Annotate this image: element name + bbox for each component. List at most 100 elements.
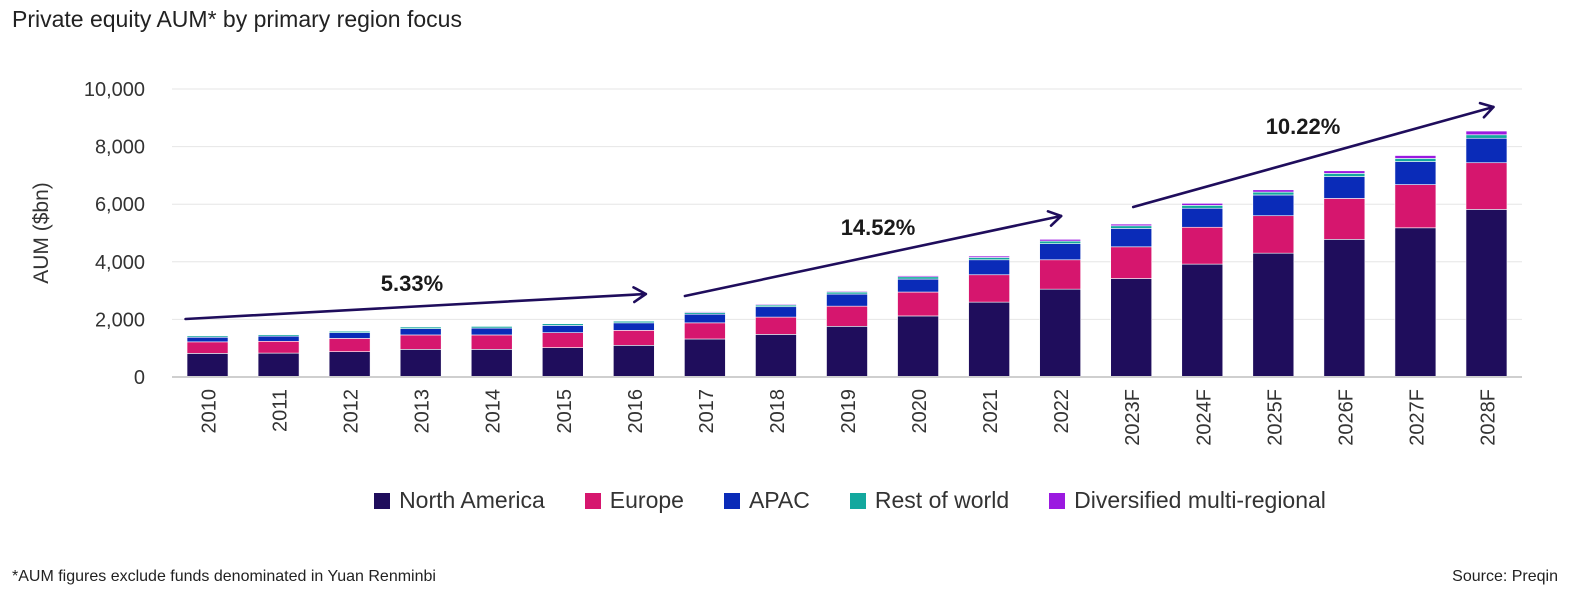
bar-segment bbox=[328, 330, 371, 332]
legend-swatch bbox=[584, 492, 601, 509]
x-tick-label: 2027F bbox=[1406, 389, 1428, 446]
legend-label: APAC bbox=[748, 487, 810, 513]
cagr-arrow-head bbox=[1046, 210, 1063, 227]
bar-segment bbox=[1039, 239, 1081, 242]
bar-segment bbox=[1394, 227, 1437, 378]
bar-segment bbox=[826, 326, 868, 378]
bar-segment bbox=[399, 334, 442, 350]
bar-segment bbox=[1039, 288, 1081, 378]
bar-segment bbox=[1252, 189, 1295, 193]
bar-segment bbox=[1323, 239, 1366, 378]
y-tick-label: 0 bbox=[134, 367, 145, 389]
bar-segment bbox=[1039, 240, 1081, 244]
bar-segment bbox=[1110, 223, 1153, 227]
cagr-arrow-line bbox=[184, 292, 648, 321]
legend-label: Europe bbox=[609, 487, 684, 513]
bar-segment bbox=[826, 293, 868, 307]
bar-segment bbox=[897, 275, 939, 278]
bar-segment bbox=[1323, 198, 1366, 240]
bar-segment bbox=[1181, 205, 1224, 209]
bar-segment bbox=[470, 325, 513, 327]
y-tick-label: 8,000 bbox=[95, 137, 145, 159]
bar-segment bbox=[1323, 176, 1366, 199]
bar-segment bbox=[470, 327, 513, 336]
x-tick-label: 2021 bbox=[980, 389, 1002, 434]
legend-label: Rest of world bbox=[874, 487, 1010, 513]
cagr-arrow-head bbox=[1478, 101, 1495, 119]
bar-segment bbox=[968, 274, 1010, 303]
bar-segment bbox=[1465, 130, 1508, 136]
bar-segment bbox=[328, 338, 371, 352]
bar-segment bbox=[897, 276, 939, 280]
cagr-label: 5.33% bbox=[381, 271, 443, 296]
legend-swatch bbox=[1049, 492, 1066, 509]
x-tick-label: 2016 bbox=[625, 389, 647, 434]
bar-segment bbox=[186, 334, 229, 337]
bar-segment bbox=[1110, 278, 1153, 378]
x-tick-label: 2010 bbox=[199, 389, 221, 434]
bar-segment bbox=[1323, 170, 1366, 174]
x-tick-label: 2019 bbox=[838, 389, 860, 434]
bar-segment bbox=[755, 334, 797, 378]
bar-segment bbox=[328, 332, 371, 339]
bar-segment bbox=[1465, 209, 1508, 378]
x-tick-label: 2013 bbox=[412, 389, 434, 434]
y-axis-title: AUM ($bn) bbox=[30, 182, 53, 284]
cagr-label: 14.52% bbox=[841, 215, 916, 240]
legend-swatch bbox=[723, 492, 740, 509]
x-tick-label: 2014 bbox=[483, 389, 505, 434]
x-tick-label: 2020 bbox=[909, 389, 931, 434]
cagr-arrow-line bbox=[683, 214, 1063, 298]
bar-segment bbox=[470, 349, 513, 378]
bar-segment bbox=[1394, 161, 1437, 185]
bar-segment bbox=[613, 320, 655, 322]
bar-segment bbox=[1110, 225, 1153, 229]
bar-segment bbox=[968, 257, 1010, 261]
y-tick-label: 10,000 bbox=[84, 79, 145, 101]
bar-segment bbox=[755, 306, 797, 318]
bar-segment bbox=[1181, 226, 1224, 265]
x-tick-label: 2011 bbox=[270, 389, 292, 432]
y-tick-label: 4,000 bbox=[95, 252, 145, 274]
bar-segment bbox=[826, 305, 868, 327]
bar-segment bbox=[1323, 173, 1366, 177]
bar-segment bbox=[1039, 259, 1081, 290]
x-tick-label: 2026F bbox=[1335, 389, 1357, 446]
bar-segment bbox=[1465, 137, 1508, 164]
bar-segment bbox=[541, 325, 584, 333]
bar-segment bbox=[755, 303, 797, 306]
bar-segment bbox=[1394, 158, 1437, 162]
bar-segment bbox=[257, 352, 300, 378]
bar-segment bbox=[399, 326, 442, 328]
bar-segment bbox=[968, 301, 1010, 378]
bar-segment bbox=[1465, 134, 1508, 139]
bar-segment bbox=[186, 336, 229, 343]
bar-segment bbox=[897, 315, 939, 378]
legend-label: North America bbox=[399, 487, 545, 513]
cagr-arrow-line bbox=[1131, 105, 1495, 209]
bar-segment bbox=[968, 255, 1010, 258]
bar-segment bbox=[1252, 194, 1295, 217]
x-tick-label: 2012 bbox=[341, 389, 363, 434]
bar-segment bbox=[399, 328, 442, 336]
x-tick-label: 2028F bbox=[1477, 389, 1499, 446]
bar-segment bbox=[1181, 203, 1224, 206]
bar-segment bbox=[1252, 252, 1295, 378]
bar-segment bbox=[541, 347, 584, 378]
bar-segment bbox=[186, 353, 229, 378]
x-tick-label: 2022 bbox=[1051, 389, 1073, 434]
y-tick-label: 2,000 bbox=[95, 309, 145, 331]
legend-item: Diversified multi-regional bbox=[1049, 487, 1326, 514]
bar-segment bbox=[684, 313, 726, 324]
x-tick-label: 2015 bbox=[554, 389, 576, 434]
bar-segment bbox=[684, 322, 726, 340]
bar-segment bbox=[1252, 191, 1295, 196]
bar-segment bbox=[1110, 246, 1153, 279]
bar-segment bbox=[541, 322, 584, 325]
bar-segment bbox=[1039, 243, 1081, 261]
cagr-label: 10.22% bbox=[1266, 114, 1341, 139]
bar-segment bbox=[257, 333, 300, 335]
x-tick-label: 2025F bbox=[1264, 389, 1286, 446]
legend-item: Rest of world bbox=[849, 487, 1010, 514]
